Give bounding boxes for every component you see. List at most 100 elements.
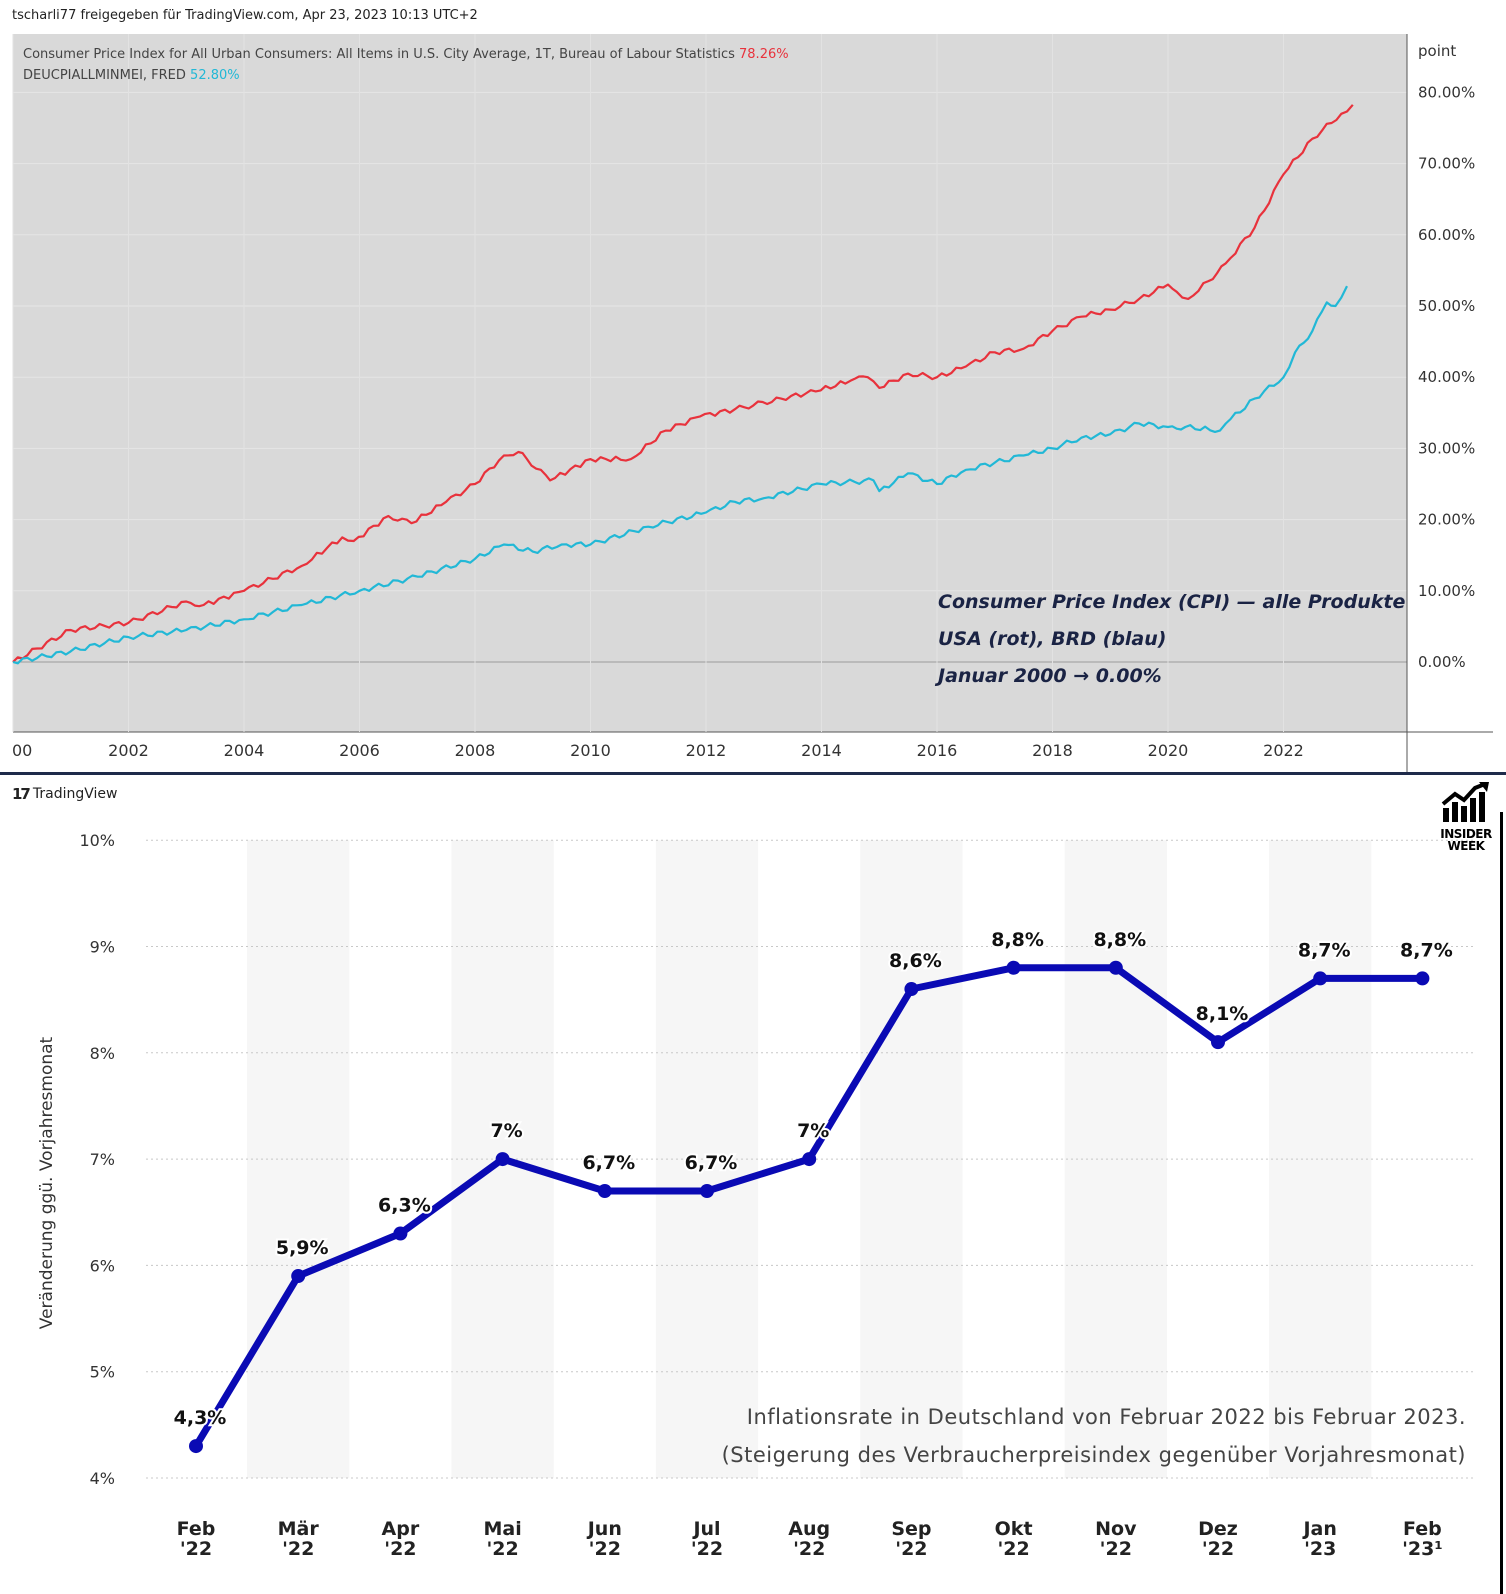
insider-week-logo: INSIDER WEEK — [1438, 782, 1494, 852]
insider-label: INSIDER — [1440, 827, 1492, 841]
x-tick-label-month: Aug — [788, 1518, 830, 1540]
x-tick-label-month: Feb — [177, 1518, 216, 1540]
x-tick-label-year: '22 — [589, 1538, 621, 1560]
y-tick-label: 9% — [90, 938, 115, 957]
x-tick-label-year: '22 — [691, 1538, 723, 1560]
y-tick-label: 70.00% — [1418, 155, 1475, 173]
y-tick-label: 20.00% — [1418, 511, 1475, 529]
x-tick-label-month: Mär — [278, 1518, 320, 1540]
x-tick-label-month: Jun — [586, 1518, 622, 1540]
y-tick-label: 7% — [90, 1150, 115, 1169]
x-tick-label-month: Dez — [1198, 1518, 1238, 1540]
x-tick-label: 2020 — [1148, 741, 1189, 760]
data-point — [189, 1439, 203, 1454]
legend-series-value: 78.26% — [739, 47, 789, 62]
column-band — [1269, 840, 1372, 1478]
x-tick-label-year: '22 — [384, 1538, 416, 1560]
x-tick-label: 2004 — [224, 741, 265, 760]
share-header: tscharli77 freigegeben für TradingView.c… — [12, 8, 478, 23]
data-label: 8,1% — [1196, 1003, 1249, 1025]
x-tick-label-month: Jan — [1301, 1518, 1336, 1540]
plot-background — [13, 34, 1407, 732]
data-label: 6,3% — [378, 1195, 431, 1217]
annotation-line: Januar 2000 → 0.00% — [934, 665, 1162, 687]
data-label: 8,7% — [1298, 939, 1351, 961]
tradingview-cpi-chart: 80.00% 70.00% 60.00% 50.00% 40.00% 30.00% 20.0… — [12, 34, 1493, 772]
x-tick-label: 2010 — [570, 741, 611, 760]
series-line-usa — [12, 104, 1354, 663]
x-tick-label-month: Jul — [691, 1518, 720, 1540]
tradingview-logo-icon: 17 — [12, 785, 31, 803]
tradingview-logo: 17 TradingView — [12, 785, 117, 803]
x-tick-label: 2002 — [108, 741, 149, 760]
y-tick-label: 50.00% — [1418, 297, 1475, 315]
y-tick-label: 40.00% — [1418, 368, 1475, 386]
x-tick-label: 2006 — [339, 741, 380, 760]
x-tick-label: 2016 — [917, 741, 958, 760]
rising-chart-icon — [1441, 782, 1489, 822]
x-tick-label-month: Sep — [891, 1518, 931, 1540]
x-tick-label-year: '22 — [1202, 1538, 1234, 1560]
y-tick-label: 0.00% — [1418, 653, 1466, 671]
price-scale-background — [1407, 34, 1493, 732]
y-tick-label: 10% — [79, 831, 115, 850]
data-label: 6,7% — [685, 1152, 738, 1174]
x-tick-label: 2022 — [1263, 741, 1304, 760]
data-point — [700, 1183, 714, 1198]
legend-series-name: DEUCPIALLMINMEI, FRED — [23, 68, 190, 83]
y-tick-label: 5% — [90, 1363, 115, 1382]
y-tick-label: 80.00% — [1418, 83, 1475, 101]
data-point — [904, 982, 919, 997]
x-tick-label: 2008 — [455, 741, 496, 760]
data-label: 8,8% — [1093, 929, 1146, 951]
series-line-germany — [12, 285, 1348, 665]
data-point — [1415, 971, 1430, 986]
data-point — [1108, 960, 1123, 975]
week-label: WEEK — [1447, 839, 1485, 853]
x-tick-label-year: '22 — [180, 1538, 212, 1560]
data-label: 8,8% — [991, 929, 1044, 951]
data-point — [597, 1183, 612, 1198]
right-border-bar — [1500, 812, 1503, 1594]
data-point — [393, 1226, 408, 1241]
x-tick-label-year: '22 — [486, 1538, 518, 1560]
data-point — [802, 1152, 817, 1167]
tradingview-logo-label: TradingView — [32, 786, 118, 802]
data-label: 7% — [797, 1120, 829, 1142]
data-point — [1211, 1035, 1225, 1050]
data-label: 5,9% — [276, 1237, 329, 1259]
y-tick-label: 6% — [90, 1256, 115, 1275]
chart-title-line: Inflationsrate in Deutschland von Februa… — [747, 1405, 1466, 1429]
annotation-line: Consumer Price Index (CPI) — alle Produk… — [938, 591, 1405, 613]
x-tick-label-month: Apr — [382, 1518, 420, 1540]
x-tick-label: 2012 — [686, 741, 727, 760]
data-label: 8,7% — [1400, 939, 1453, 961]
x-tick-label-month: Nov — [1095, 1518, 1137, 1540]
y-tick-label: 60.00% — [1418, 226, 1475, 244]
legend-entry: Consumer Price Index for All Urban Consu… — [23, 47, 789, 62]
y-axis-label: Veränderung ggü. Vorjahresmonat — [37, 1036, 57, 1329]
x-tick-label-month: Okt — [995, 1518, 1033, 1540]
germany-inflation-chart: 4% 5% 6% 7% 8% 9% 10% Veränderung ggü. Vorjahre… — [37, 831, 1476, 1560]
section-divider — [0, 772, 1506, 775]
x-tick-label: 00 — [12, 741, 32, 760]
x-tick-label-month: Mai — [483, 1518, 521, 1540]
legend-series-name: Consumer Price Index for All Urban Consu… — [23, 47, 739, 62]
annotation-line: USA (rot), BRD (blau) — [938, 628, 1166, 650]
legend-entry: DEUCPIALLMINMEI, FRED 52.80% — [23, 68, 240, 83]
data-label: 4,3% — [174, 1407, 227, 1429]
x-tick-label-year: '23¹ — [1402, 1538, 1443, 1560]
chart-title-line: (Steigerung des Verbraucherpreisindex ge… — [722, 1443, 1466, 1467]
data-point — [291, 1269, 306, 1284]
data-point — [495, 1152, 510, 1167]
data-label: 6,7% — [582, 1152, 635, 1174]
x-tick-label-month: Feb — [1403, 1518, 1442, 1540]
x-tick-label: 2018 — [1032, 741, 1073, 760]
x-tick-label: 2014 — [801, 741, 842, 760]
x-tick-label-year: '22 — [1100, 1538, 1132, 1560]
y-tick-label: 8% — [90, 1044, 115, 1063]
y-tick-label: 4% — [90, 1469, 115, 1488]
x-tick-label-year: '22 — [793, 1538, 825, 1560]
y-tick-label: 30.00% — [1418, 439, 1475, 457]
y-axis-title: point — [1418, 42, 1456, 60]
